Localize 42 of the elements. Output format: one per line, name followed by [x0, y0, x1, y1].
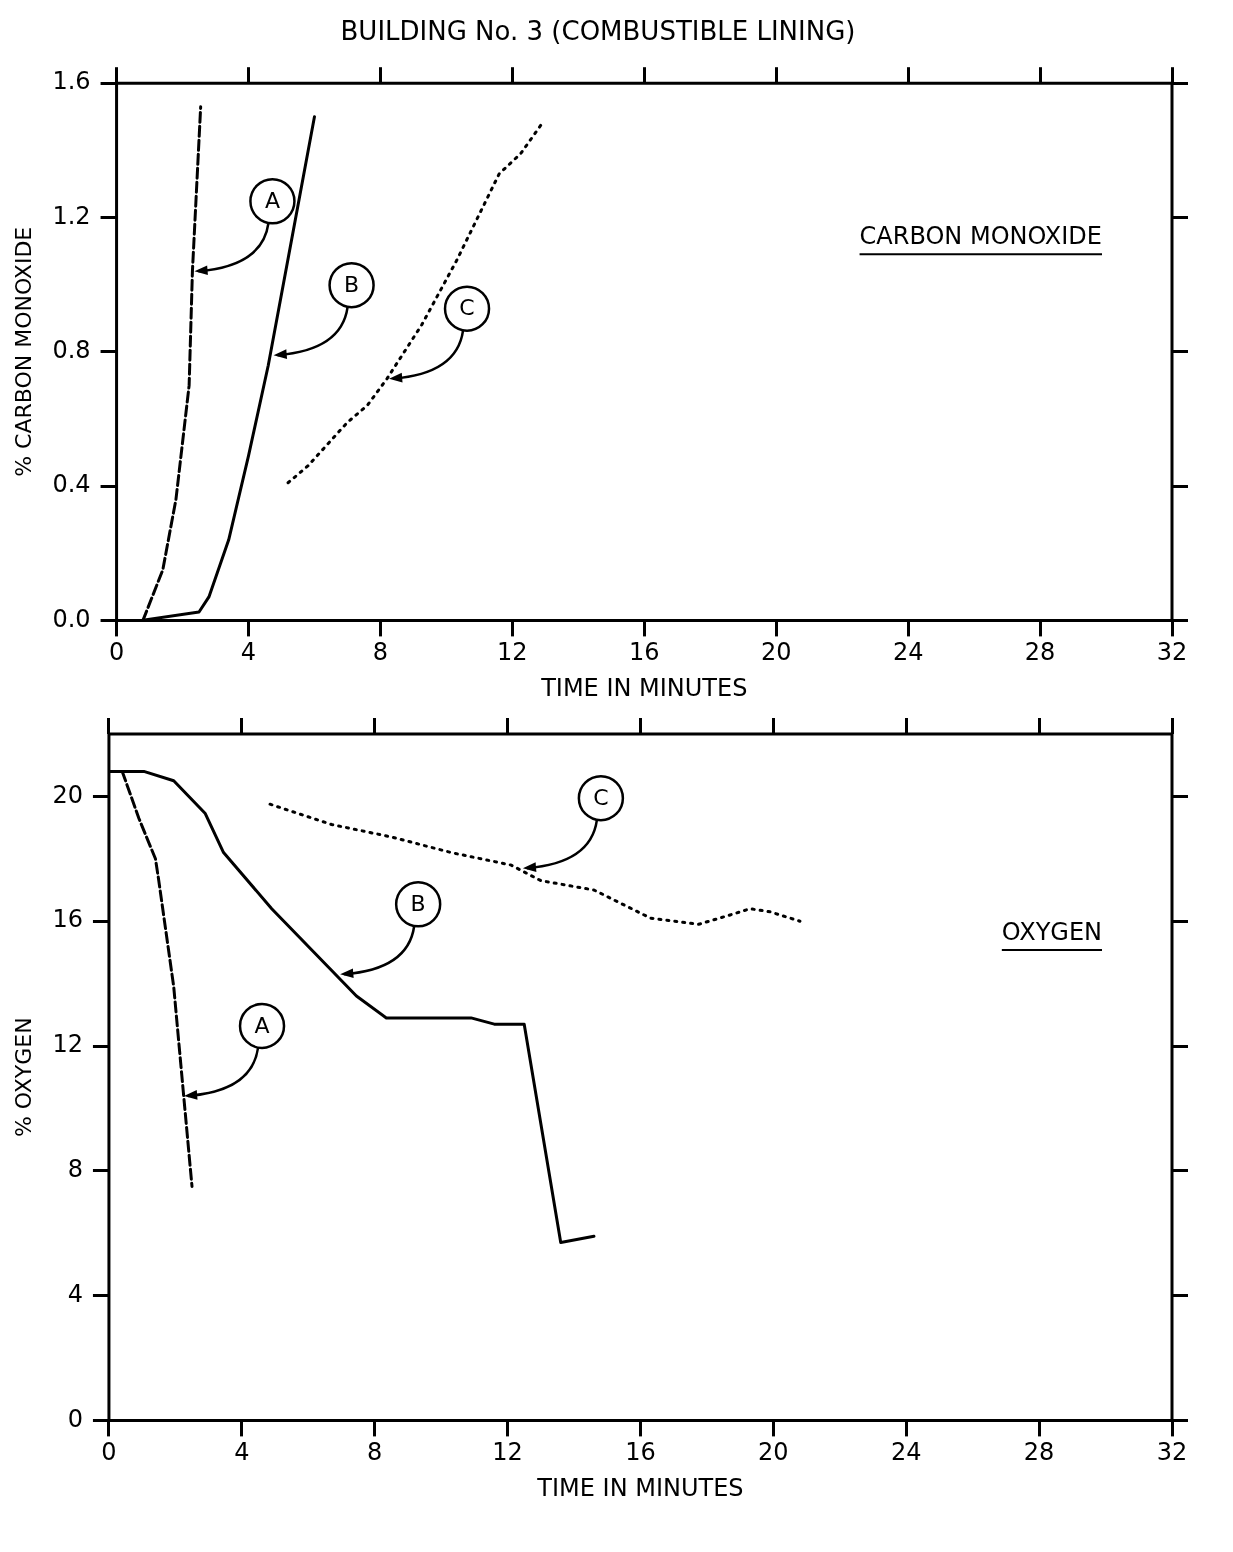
y-axis-title: % OXYGEN — [10, 1017, 36, 1138]
y-tick-label: 1.6 — [52, 67, 91, 96]
x-tick-label: 24 — [892, 638, 924, 667]
x-tick-label: 28 — [1023, 1438, 1055, 1467]
x-tick-label: 12 — [492, 1438, 523, 1467]
annotation: CARBON MONOXIDE — [859, 222, 1102, 251]
y-tick-label: 0.8 — [52, 336, 91, 365]
chart-title: BUILDING No. 3 (COMBUSTIBLE LINING) — [340, 16, 856, 47]
x-tick-label: 32 — [1156, 1438, 1188, 1467]
y-tick-label: 0.4 — [52, 470, 91, 499]
x-axis-title: TIME IN MINUTES — [536, 1473, 744, 1502]
x-tick-label: 12 — [497, 638, 528, 667]
x-tick-label: 4 — [234, 1438, 250, 1467]
x-tick-label: 32 — [1156, 638, 1188, 667]
x-tick-label: 8 — [372, 638, 389, 667]
y-tick-label: 8 — [67, 1155, 83, 1184]
y-tick-label: 12 — [52, 1030, 83, 1059]
x-tick-label: 20 — [758, 1438, 789, 1467]
annotation: C — [593, 784, 609, 810]
x-axis-title: TIME IN MINUTES — [540, 673, 748, 702]
y-tick-label: 16 — [52, 905, 83, 934]
annotation: A — [254, 1012, 270, 1038]
annotation: C — [459, 295, 475, 321]
annotation: B — [344, 271, 360, 297]
y-tick-label: 0.0 — [52, 604, 91, 633]
x-tick-label: 16 — [625, 1438, 656, 1467]
y-tick-label: 1.2 — [52, 201, 91, 230]
annotation: OXYGEN — [1001, 917, 1102, 946]
x-tick-label: 4 — [240, 638, 257, 667]
y-axis-title: % CARBON MONOXIDE — [10, 226, 36, 477]
x-tick-label: 24 — [890, 1438, 922, 1467]
y-tick-label: 0 — [67, 1404, 83, 1433]
y-tick-label: 20 — [52, 780, 83, 809]
annotation: A — [264, 187, 280, 213]
annotation: B — [410, 890, 426, 916]
x-tick-label: 0 — [101, 1438, 117, 1467]
y-tick-label: 4 — [67, 1279, 83, 1308]
x-tick-label: 0 — [108, 638, 125, 667]
x-tick-label: 20 — [760, 638, 792, 667]
x-tick-label: 16 — [629, 638, 660, 667]
x-tick-label: 8 — [367, 1438, 383, 1467]
x-tick-label: 28 — [1024, 638, 1056, 667]
